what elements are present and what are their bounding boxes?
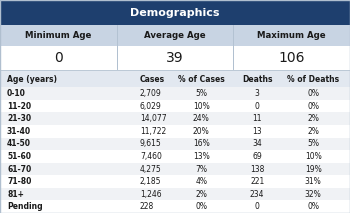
Text: 5%: 5% [195,89,207,98]
Text: 0%: 0% [195,202,207,211]
Text: 2%: 2% [307,114,319,123]
Text: % of Deaths: % of Deaths [287,75,339,84]
Text: Minimum Age: Minimum Age [25,31,91,40]
Text: 21-30: 21-30 [7,114,31,123]
FancyBboxPatch shape [0,46,350,69]
Text: 106: 106 [278,50,305,65]
Text: 31%: 31% [305,177,322,186]
Text: 6,029: 6,029 [140,102,162,111]
Text: Maximum Age: Maximum Age [257,31,326,40]
Text: 11-20: 11-20 [7,102,31,111]
Text: 2,185: 2,185 [140,177,161,186]
Text: 0%: 0% [307,102,319,111]
Text: Deaths: Deaths [242,75,273,84]
Text: 10%: 10% [193,102,210,111]
Text: 4%: 4% [195,177,207,186]
Text: Average Age: Average Age [144,31,206,40]
Text: 14,077: 14,077 [140,114,167,123]
Text: 2,709: 2,709 [140,89,162,98]
Text: 16%: 16% [193,139,210,148]
Text: 13: 13 [252,127,262,136]
FancyBboxPatch shape [0,163,350,175]
Text: 228: 228 [140,202,154,211]
Text: 39: 39 [166,50,184,65]
Text: 34: 34 [252,139,262,148]
FancyBboxPatch shape [0,71,350,87]
FancyBboxPatch shape [0,175,350,188]
FancyBboxPatch shape [0,150,350,163]
Text: 2%: 2% [195,190,207,199]
Text: 13%: 13% [193,152,210,161]
Text: 3: 3 [255,89,260,98]
Text: 10%: 10% [305,152,322,161]
Text: 20%: 20% [193,127,210,136]
FancyBboxPatch shape [0,200,350,213]
Text: 0: 0 [54,50,63,65]
Text: 4,275: 4,275 [140,164,162,174]
Text: 7,460: 7,460 [140,152,162,161]
Text: 61-70: 61-70 [7,164,31,174]
Text: 234: 234 [250,190,265,199]
Text: Cases: Cases [140,75,165,84]
FancyBboxPatch shape [0,188,350,200]
Text: 2%: 2% [307,127,319,136]
Text: Demographics: Demographics [130,8,220,17]
Text: 31-40: 31-40 [7,127,31,136]
Text: 81+: 81+ [7,190,24,199]
Text: 51-60: 51-60 [7,152,31,161]
Text: 0%: 0% [307,89,319,98]
Text: 41-50: 41-50 [7,139,31,148]
Text: 24%: 24% [193,114,210,123]
FancyBboxPatch shape [0,138,350,150]
Text: 138: 138 [250,164,265,174]
Text: 69: 69 [252,152,262,161]
Text: 0-10: 0-10 [7,89,26,98]
Text: 19%: 19% [305,164,322,174]
Text: 71-80: 71-80 [7,177,31,186]
Text: Pending: Pending [7,202,43,211]
FancyBboxPatch shape [0,69,350,71]
Text: 0: 0 [255,202,260,211]
FancyBboxPatch shape [0,0,350,25]
FancyBboxPatch shape [0,112,350,125]
Text: 221: 221 [250,177,264,186]
Text: Age (years): Age (years) [7,75,57,84]
FancyBboxPatch shape [0,100,350,112]
Text: 1,246: 1,246 [140,190,162,199]
Text: 5%: 5% [307,139,319,148]
FancyBboxPatch shape [0,25,350,46]
FancyBboxPatch shape [0,125,350,138]
Text: 0%: 0% [307,202,319,211]
Text: 9,615: 9,615 [140,139,162,148]
Text: 11,722: 11,722 [140,127,166,136]
Text: 0: 0 [255,102,260,111]
Text: % of Cases: % of Cases [178,75,225,84]
Text: 32%: 32% [305,190,322,199]
Text: 11: 11 [252,114,262,123]
Text: 7%: 7% [195,164,207,174]
FancyBboxPatch shape [0,87,350,100]
